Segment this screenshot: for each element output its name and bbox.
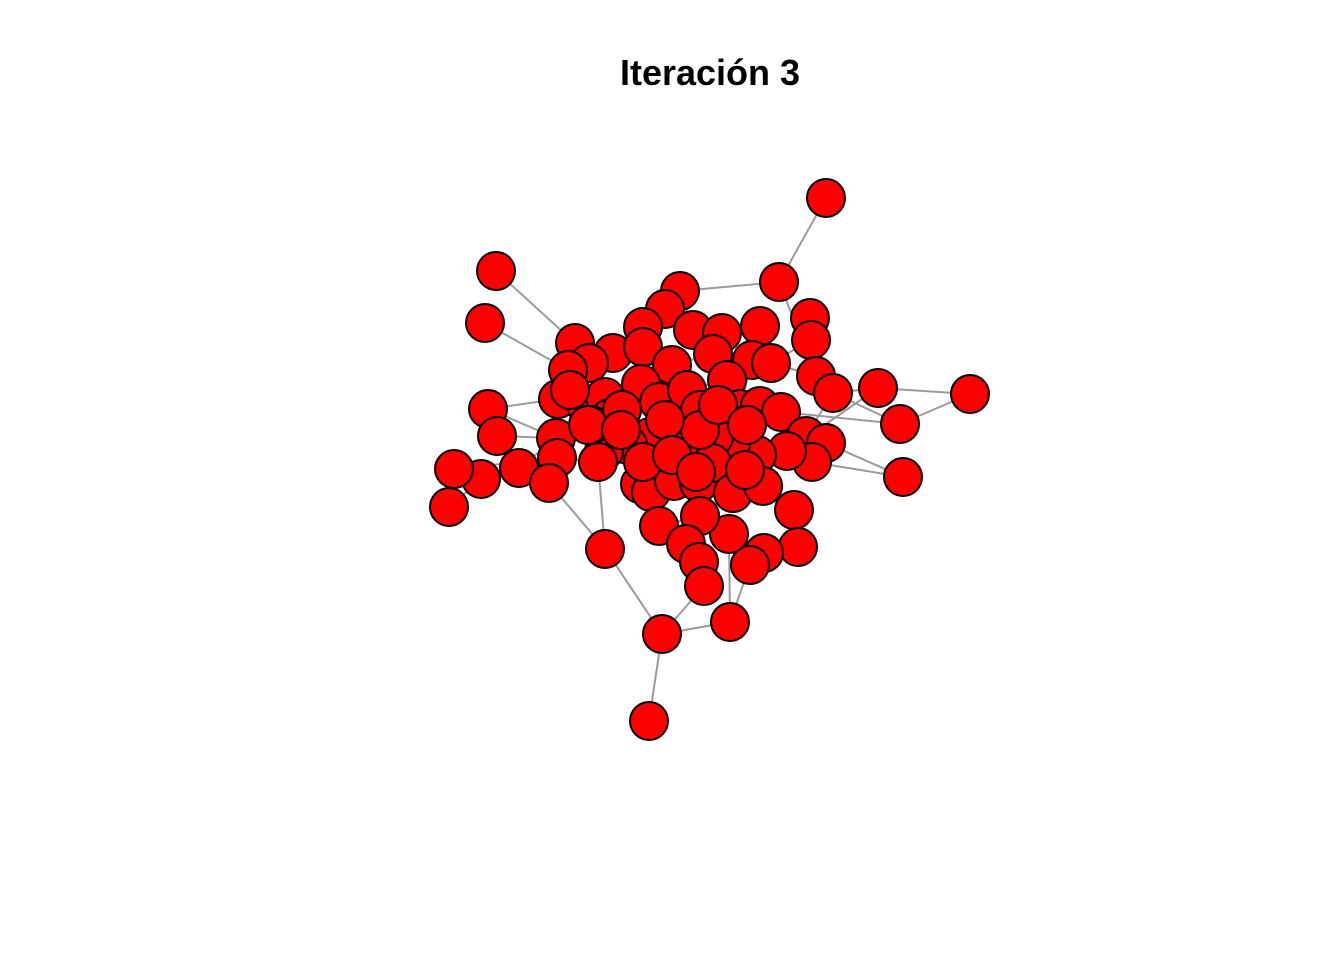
graph-node (602, 411, 640, 449)
graph-node (779, 528, 817, 566)
graph-node (726, 451, 764, 489)
graph-node (677, 453, 715, 491)
graph-node (775, 491, 813, 529)
graph-node (711, 603, 749, 641)
graph-node (728, 406, 766, 444)
graph-node (881, 405, 919, 443)
graph-node (430, 488, 468, 526)
graph-node (579, 443, 617, 481)
graph-node (752, 344, 790, 382)
graph-node (951, 375, 989, 413)
graph-node (760, 263, 798, 301)
graph-node (551, 371, 589, 409)
graph-node (814, 374, 852, 412)
graph-node (586, 530, 624, 568)
graph-node (859, 369, 897, 407)
graph-node (477, 252, 515, 290)
graph-node (807, 179, 845, 217)
graph-node (435, 450, 473, 488)
graph-node (741, 307, 779, 345)
graph-node (685, 567, 723, 605)
graph-node (569, 406, 607, 444)
graph-node (792, 321, 830, 359)
graph-nodes (430, 179, 989, 740)
graph-node (643, 615, 681, 653)
graph-node (530, 464, 568, 502)
graph-node (478, 417, 516, 455)
graph-node (646, 401, 684, 439)
graph-node (466, 304, 504, 342)
graph-node (884, 458, 922, 496)
graph-node (630, 702, 668, 740)
